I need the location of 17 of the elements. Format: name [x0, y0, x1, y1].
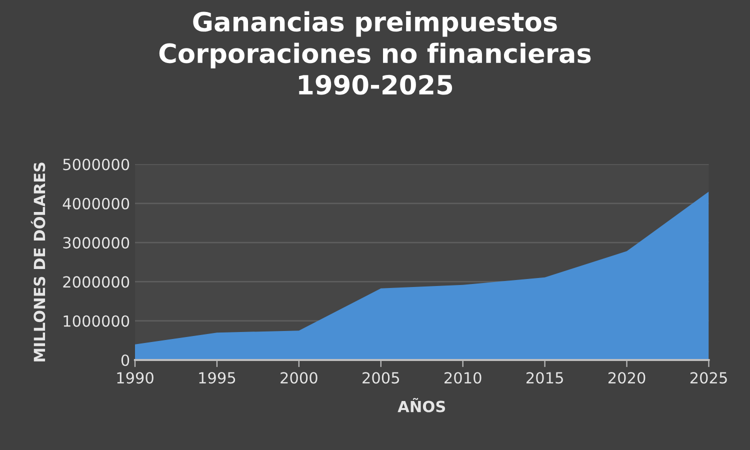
y-tick-label: 0 — [121, 354, 130, 366]
y-tick-label: 4000000 — [62, 198, 130, 210]
y-tick-label: 1000000 — [64, 315, 130, 327]
y-tick-label: 5000000 — [63, 158, 130, 170]
x-tick-label: 2015 — [526, 372, 563, 384]
y-axis-title: MILLONES DE DÓLARES — [30, 162, 46, 362]
x-tick-label: 2020 — [608, 372, 646, 384]
x-tick-label: 2005 — [362, 372, 399, 384]
y-tick-label: 3000000 — [63, 237, 130, 249]
y-tick-label: 2000000 — [63, 276, 130, 288]
x-tick-label: 2000 — [280, 372, 318, 384]
x-tick-label: 2010 — [444, 372, 482, 384]
x-axis-title: AÑOS — [398, 398, 446, 412]
x-tick-label: 1995 — [199, 372, 236, 384]
chart-title: Ganancias preimpuestos Corporaciones no financieras 1990-2025 — [159, 11, 591, 95]
x-tick-label: 1990 — [117, 372, 154, 384]
x-tick-label: 2025 — [690, 372, 727, 384]
